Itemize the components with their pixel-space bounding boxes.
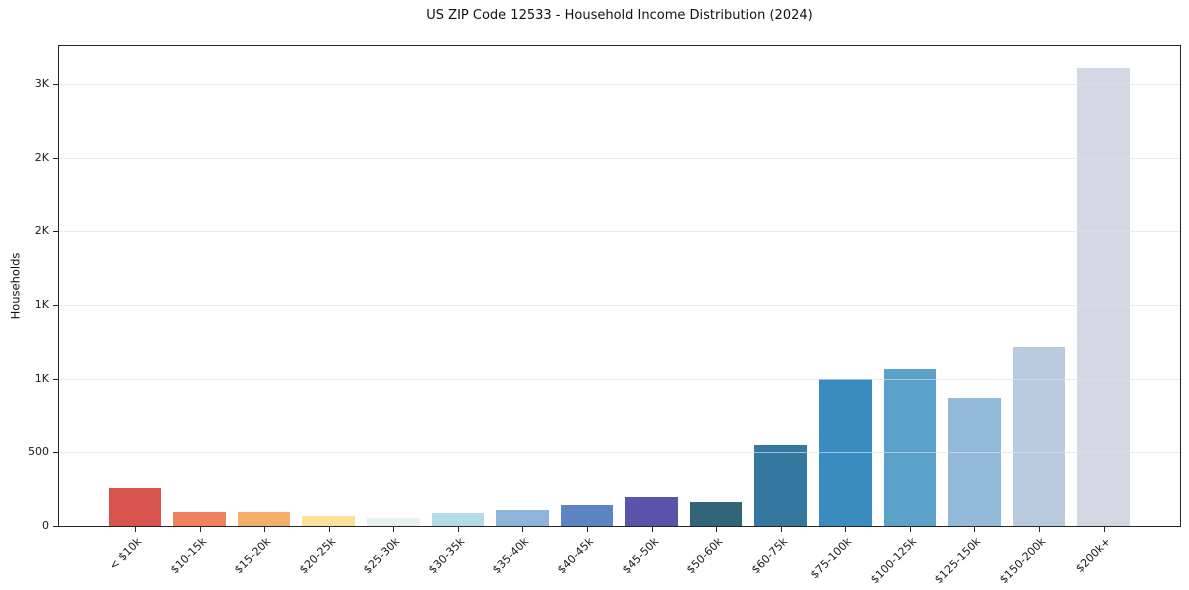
x-tick-mark: [586, 527, 588, 532]
y-tick-mark: [53, 304, 58, 306]
x-tick-mark: [135, 527, 136, 532]
bar-30-35k: [431, 513, 485, 526]
bar-10-15k: [173, 511, 226, 526]
y-tick-label: 3K: [34, 76, 49, 90]
chart-title: US ZIP Code 12533 - Household Income Dis…: [426, 8, 813, 23]
y-tick-mark: [53, 378, 58, 380]
bar-40-45k: [560, 504, 614, 526]
gridline: [59, 231, 1180, 233]
y-tick-mark: [53, 526, 58, 527]
x-tick-mark: [522, 527, 524, 532]
y-tick-label: 1K: [34, 297, 49, 311]
x-tick-mark: [264, 527, 266, 532]
x-tick-mark: [457, 527, 459, 532]
x-tick-mark: [974, 527, 976, 532]
x-tick-mark: [716, 527, 718, 532]
y-tick-mark: [53, 83, 58, 85]
x-tick-mark: [845, 527, 847, 532]
bar-35-40k: [496, 510, 549, 526]
y-tick-mark: [53, 452, 58, 454]
y-tick-label: 2K: [34, 150, 49, 164]
x-tick-label: < $10k: [106, 535, 145, 573]
bar-25-30k: [366, 518, 420, 526]
y-tick-label: 0: [42, 519, 49, 532]
bar-20-25k: [302, 516, 355, 526]
x-tick-mark: [328, 527, 330, 532]
x-tick-mark: [780, 527, 782, 532]
x-tick-mark: [1038, 527, 1040, 532]
x-tick-mark: [909, 527, 911, 532]
y-tick-label: 500: [28, 445, 49, 459]
bar-45-50k: [625, 497, 678, 526]
x-tick-mark: [393, 527, 395, 532]
gridline: [59, 304, 1180, 306]
x-tick-mark: [651, 527, 653, 532]
bar-200k: [1077, 68, 1130, 526]
x-tick-mark: [199, 527, 201, 532]
gridline: [59, 83, 1180, 85]
bar-150-200k: [1012, 346, 1066, 526]
y-tick-label: 2K: [34, 224, 49, 238]
gridline: [59, 157, 1180, 159]
x-tick-mark: [1103, 527, 1105, 532]
plot-area: [58, 45, 1181, 527]
gridline: [59, 452, 1180, 454]
bar-10k: [108, 488, 162, 526]
y-tick-label: 1K: [34, 371, 49, 385]
y-tick-mark: [53, 157, 58, 159]
bar-60-75k: [754, 444, 807, 526]
y-tick-mark: [53, 231, 58, 233]
bar-125-150k: [948, 397, 1001, 526]
bar-15-20k: [237, 512, 291, 526]
gridline: [59, 378, 1180, 380]
bar-50-60k: [689, 501, 743, 526]
bar-100-125k: [883, 369, 937, 526]
